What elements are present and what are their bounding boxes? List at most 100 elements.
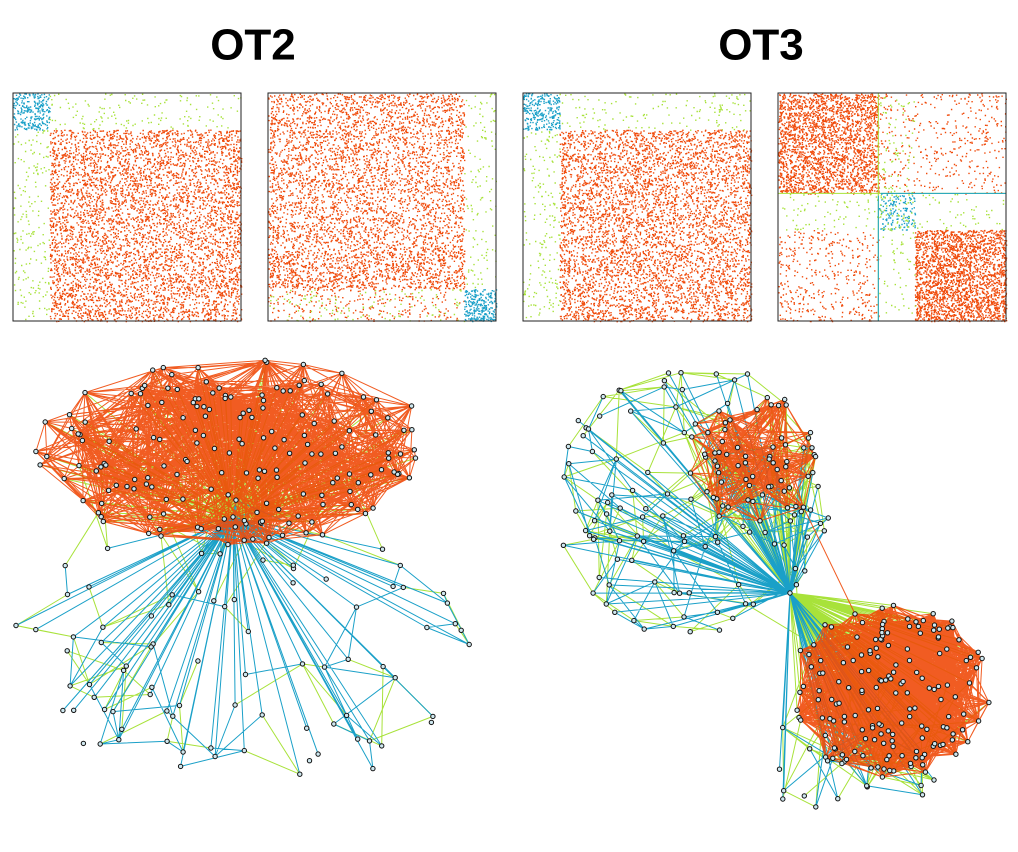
node <box>858 668 865 675</box>
node <box>661 378 668 384</box>
node <box>742 601 749 607</box>
node <box>195 658 201 664</box>
node <box>237 414 243 421</box>
node <box>676 590 683 596</box>
node <box>766 456 772 462</box>
node <box>905 616 911 622</box>
node <box>712 458 718 464</box>
node <box>603 601 609 607</box>
node <box>822 622 828 628</box>
node <box>731 377 738 383</box>
node <box>279 532 286 538</box>
node <box>379 743 385 749</box>
node <box>110 708 116 715</box>
node <box>98 639 105 646</box>
node <box>208 745 214 751</box>
node <box>744 371 751 377</box>
node <box>281 437 287 443</box>
node <box>103 462 109 468</box>
node <box>149 684 155 690</box>
node <box>368 472 374 478</box>
node <box>222 603 228 610</box>
node <box>868 765 874 771</box>
node <box>665 370 672 376</box>
node <box>893 662 899 668</box>
node <box>678 370 684 376</box>
node <box>913 619 919 625</box>
node <box>975 718 982 724</box>
node <box>149 484 155 490</box>
adjacency-matrix <box>267 92 498 323</box>
node <box>259 392 265 398</box>
node <box>406 475 413 481</box>
node <box>822 732 828 739</box>
node <box>163 496 170 503</box>
node <box>801 793 807 799</box>
node <box>240 410 246 416</box>
node <box>827 716 833 722</box>
node <box>949 618 955 624</box>
node <box>725 504 731 510</box>
node <box>850 657 856 664</box>
node <box>907 760 914 767</box>
node <box>720 503 726 509</box>
node <box>890 743 896 750</box>
node <box>704 489 710 495</box>
node <box>219 470 225 476</box>
node <box>906 623 913 630</box>
node <box>385 415 391 421</box>
node <box>671 589 677 596</box>
node <box>428 719 435 726</box>
node <box>686 590 692 596</box>
node <box>810 469 816 476</box>
node <box>231 596 238 603</box>
node <box>228 394 234 400</box>
node <box>702 543 708 550</box>
node <box>66 412 73 418</box>
node <box>605 499 611 506</box>
node <box>734 444 741 451</box>
node <box>782 442 789 448</box>
node <box>681 538 688 545</box>
node <box>931 622 938 628</box>
node <box>852 748 858 755</box>
node <box>816 688 822 694</box>
node <box>887 767 893 774</box>
node <box>829 696 835 703</box>
node <box>225 541 231 548</box>
node <box>920 762 926 768</box>
node <box>671 548 677 554</box>
node <box>815 483 821 490</box>
node <box>245 628 252 635</box>
node <box>180 749 186 755</box>
node <box>740 523 746 530</box>
node <box>159 399 165 406</box>
node <box>645 469 651 476</box>
node <box>368 408 374 414</box>
node <box>879 629 885 636</box>
node <box>781 542 787 548</box>
node <box>967 654 974 660</box>
node <box>787 590 793 596</box>
node <box>174 386 181 393</box>
node <box>975 649 981 655</box>
node <box>713 371 719 377</box>
node <box>95 510 102 516</box>
node <box>802 568 808 574</box>
node <box>232 524 239 530</box>
node <box>315 751 321 757</box>
node <box>64 648 70 654</box>
node <box>944 646 950 652</box>
node <box>919 755 925 761</box>
node <box>979 655 985 662</box>
node <box>378 467 385 473</box>
node <box>373 432 379 438</box>
node <box>881 766 887 772</box>
node <box>912 705 918 711</box>
node <box>276 506 282 513</box>
node <box>386 455 392 461</box>
node <box>825 515 831 521</box>
node <box>196 396 202 402</box>
node <box>866 667 872 674</box>
node <box>938 696 944 703</box>
